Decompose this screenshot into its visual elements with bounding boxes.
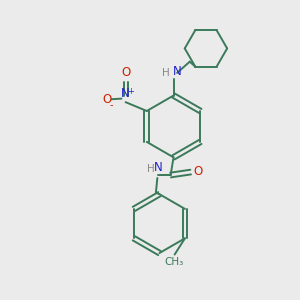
- Text: N: N: [154, 161, 162, 174]
- Text: O: O: [102, 93, 111, 106]
- Text: H: H: [162, 68, 170, 78]
- Text: O: O: [121, 66, 130, 79]
- Text: O: O: [194, 165, 203, 178]
- Text: N: N: [173, 65, 182, 78]
- Text: N: N: [121, 87, 130, 100]
- Text: CH₃: CH₃: [164, 257, 184, 268]
- Text: +: +: [128, 87, 134, 96]
- Text: -: -: [110, 100, 113, 110]
- Text: H: H: [147, 164, 155, 174]
